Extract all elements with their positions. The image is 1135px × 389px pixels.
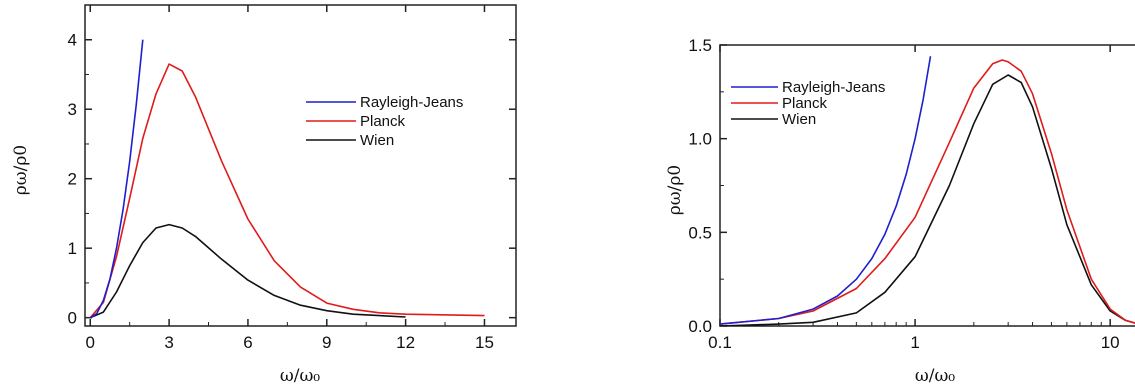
plot-frame (84, 4, 517, 327)
y-axis-label: ρω/ρ0 (665, 165, 685, 215)
y-tick-label: 1 (68, 239, 77, 258)
legend-label: Rayleigh-Jeans (360, 94, 463, 111)
legend-label: Planck (782, 95, 828, 112)
series-line-wien (89, 223, 406, 319)
y-tick-label: 4 (68, 31, 77, 50)
x-tick-label: 12 (396, 333, 415, 352)
y-tick-label: 2 (68, 170, 77, 189)
series-line-planck (89, 63, 485, 319)
series-line-rayleigh-jeans (720, 56, 932, 325)
y-tick-label: 1.0 (688, 130, 712, 149)
x-tick-label: 0 (86, 333, 95, 352)
y-tick-label: 0.5 (688, 223, 712, 242)
legend-label: Rayleigh-Jeans (782, 79, 885, 96)
x-tick-label: 9 (322, 333, 331, 352)
legend-label: Wien (360, 132, 394, 149)
legend-label: Planck (360, 113, 406, 130)
x-tick-label: 1 (910, 333, 919, 352)
y-tick-label: 0.0 (688, 317, 712, 336)
chart-1: 0 3 6 9 12 1501234Rayleigh-JeansPlanckWienρω/… (11, 4, 517, 386)
series-line-rayleigh-jeans (89, 39, 144, 319)
x-tick-label: 6 (243, 333, 252, 352)
chart-2: 0.1 1 10 0.0 0.5 1.0 1.5 Rayleigh-JeansPlanckWi… (665, 36, 1135, 386)
legend-label: Wien (782, 111, 816, 128)
x-tick-label: 15 (475, 333, 494, 352)
x-tick-label: 10 (1101, 333, 1120, 352)
x-axis-label: ω/ω₀ (915, 366, 955, 386)
legend: Rayleigh-Jeans Planck Wien (306, 94, 463, 149)
y-tick-label: 0 (68, 309, 77, 328)
series-line-wien (720, 74, 1135, 326)
y-tick-label: 1.5 (688, 36, 712, 55)
x-tick-label: 0.1 (708, 333, 732, 352)
y-tick-label: 3 (68, 100, 77, 119)
series-line-planck (720, 59, 1135, 325)
x-axis-label: ω/ω₀ (280, 366, 320, 386)
x-tick-label: 3 (164, 333, 173, 352)
y-axis-label: ρω/ρ0 (11, 145, 31, 195)
